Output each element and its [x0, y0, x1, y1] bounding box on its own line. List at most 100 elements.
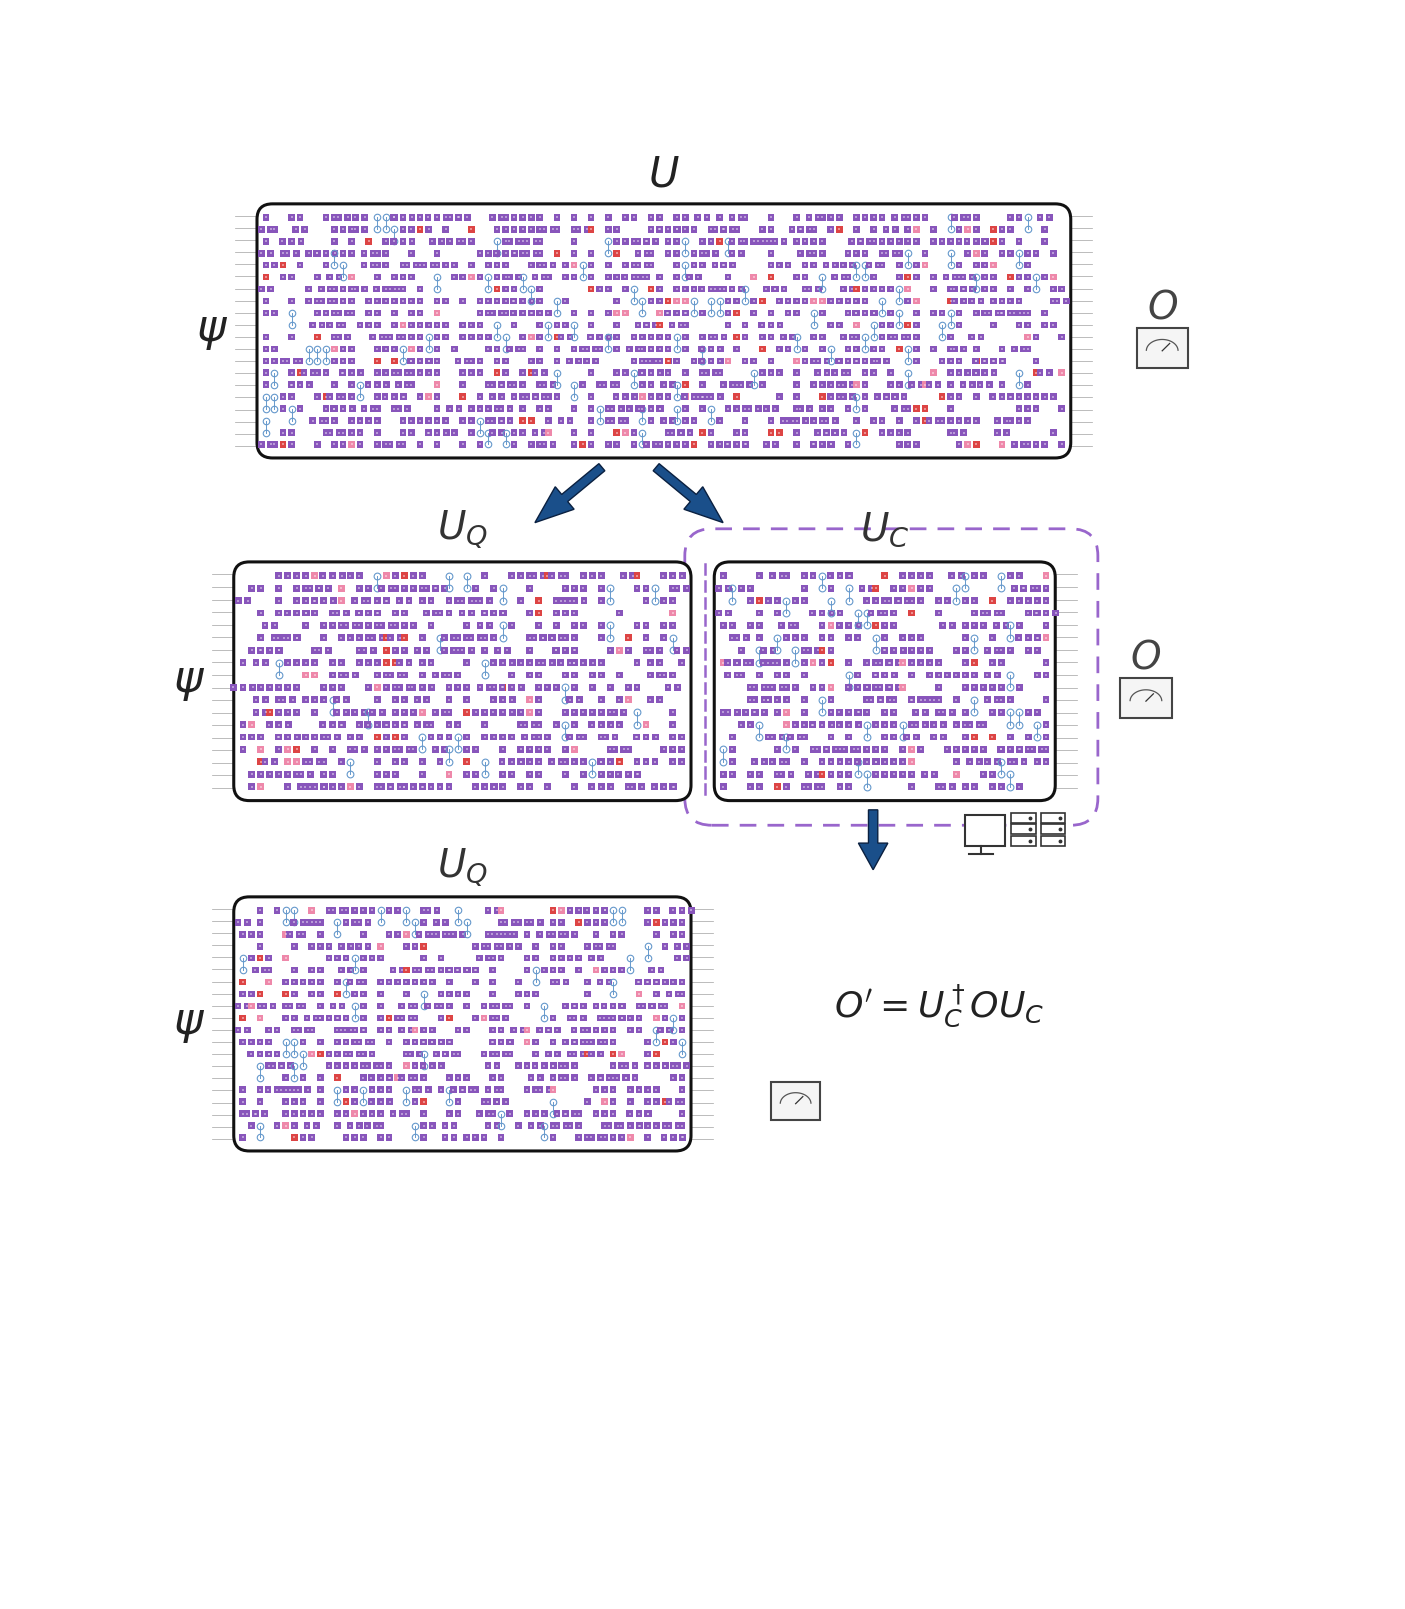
Bar: [846, 784, 853, 790]
Bar: [489, 1015, 496, 1022]
Bar: [343, 907, 350, 914]
Bar: [562, 1075, 569, 1081]
Bar: [881, 710, 888, 716]
Bar: [516, 238, 523, 245]
Bar: [511, 919, 517, 925]
Bar: [597, 758, 604, 766]
Bar: [930, 721, 937, 729]
Bar: [323, 430, 329, 436]
Bar: [614, 441, 620, 447]
Bar: [271, 225, 278, 233]
Bar: [698, 286, 705, 293]
Bar: [873, 771, 880, 777]
Bar: [648, 1002, 655, 1009]
Bar: [489, 1075, 496, 1081]
Bar: [506, 1002, 513, 1009]
Bar: [690, 262, 697, 269]
Bar: [392, 758, 399, 766]
Bar: [374, 1062, 379, 1068]
Bar: [666, 1099, 672, 1105]
Bar: [257, 1015, 263, 1022]
Bar: [815, 357, 821, 364]
Bar: [634, 771, 641, 777]
Bar: [524, 1002, 530, 1009]
Bar: [618, 1015, 625, 1022]
Bar: [558, 1062, 565, 1068]
Bar: [962, 734, 969, 740]
Bar: [891, 710, 898, 716]
Bar: [343, 623, 348, 629]
Bar: [271, 623, 278, 629]
Bar: [747, 597, 753, 603]
Bar: [361, 597, 368, 603]
Bar: [566, 734, 573, 740]
FancyArrow shape: [535, 463, 604, 523]
Bar: [499, 684, 506, 690]
Bar: [896, 249, 902, 256]
Bar: [717, 370, 722, 377]
Bar: [656, 214, 663, 220]
Bar: [357, 417, 364, 423]
Bar: [315, 647, 322, 653]
Bar: [1003, 430, 1010, 436]
Bar: [525, 660, 532, 666]
Bar: [377, 1075, 384, 1081]
Bar: [962, 747, 969, 753]
Bar: [509, 660, 516, 666]
Bar: [320, 597, 327, 603]
Bar: [1041, 837, 1065, 846]
Bar: [351, 597, 358, 603]
FancyBboxPatch shape: [233, 562, 691, 801]
Bar: [836, 357, 843, 364]
Bar: [844, 357, 851, 364]
Bar: [660, 597, 667, 603]
Bar: [631, 238, 638, 245]
Bar: [562, 298, 569, 304]
Bar: [537, 932, 542, 938]
Bar: [528, 1121, 534, 1130]
Bar: [622, 1062, 629, 1068]
Bar: [545, 1027, 552, 1033]
Bar: [971, 784, 978, 790]
Bar: [289, 697, 296, 703]
Bar: [770, 660, 777, 666]
Bar: [558, 660, 563, 666]
Bar: [360, 907, 367, 914]
Bar: [357, 430, 364, 436]
Bar: [562, 1038, 569, 1046]
Bar: [771, 286, 778, 293]
Bar: [370, 634, 377, 642]
Bar: [382, 721, 389, 729]
Bar: [947, 333, 954, 339]
Bar: [621, 274, 628, 280]
Bar: [282, 1086, 289, 1093]
Bar: [468, 405, 475, 412]
Bar: [464, 660, 471, 666]
Bar: [881, 610, 888, 616]
Bar: [429, 1027, 436, 1033]
Bar: [725, 322, 732, 328]
Bar: [679, 907, 686, 914]
Bar: [334, 309, 341, 317]
Bar: [1016, 747, 1023, 753]
Bar: [669, 584, 676, 592]
Bar: [305, 298, 312, 304]
Bar: [673, 262, 680, 269]
Bar: [969, 286, 975, 293]
Bar: [451, 1121, 458, 1130]
Bar: [275, 597, 282, 603]
Bar: [570, 634, 577, 642]
Bar: [537, 214, 544, 220]
Bar: [955, 357, 962, 364]
Bar: [481, 1015, 488, 1022]
Bar: [360, 1002, 367, 1009]
Bar: [746, 381, 753, 388]
Bar: [336, 274, 343, 280]
Bar: [776, 393, 783, 401]
Bar: [658, 1027, 663, 1033]
Bar: [291, 1015, 298, 1022]
Bar: [738, 238, 745, 245]
Bar: [374, 322, 381, 328]
Bar: [679, 1121, 686, 1130]
Bar: [849, 381, 856, 388]
